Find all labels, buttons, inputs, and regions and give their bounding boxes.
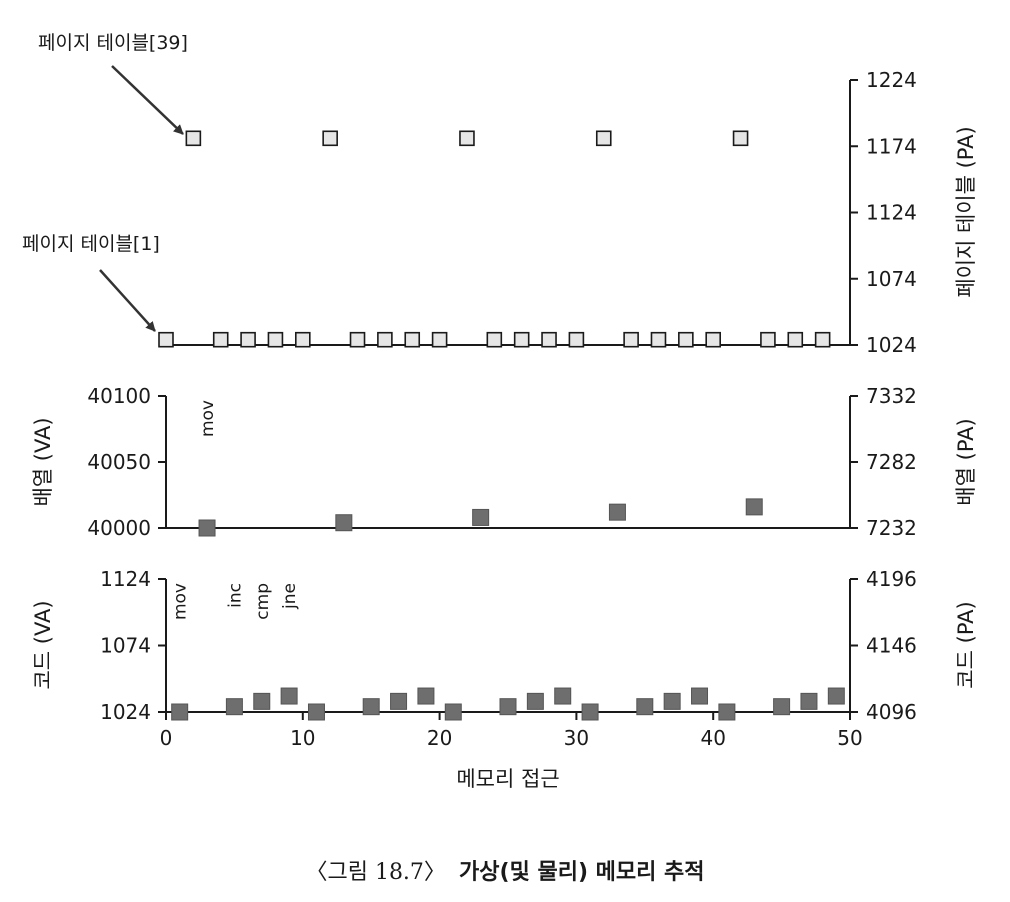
y-right-tick-label: 7282: [866, 450, 917, 474]
code-access-point: [827, 687, 845, 705]
page-table-access-point: [294, 331, 311, 348]
instruction-label: inc: [225, 583, 245, 608]
x-tick-label: 0: [160, 726, 173, 750]
page-table-access-point: [595, 130, 612, 147]
figure-caption-title: 가상(및 물리) 메모리 추적: [459, 860, 705, 885]
y-left-tick-label: 1074: [100, 634, 151, 658]
y-right-tick-label: 1124: [866, 201, 917, 225]
code-access-point: [225, 698, 243, 716]
page-table-access-point: [732, 130, 749, 147]
page-table-access-point: [623, 331, 639, 348]
code-panel: 4096 4146 4196 1024 1074 1124 0 10 20 30 40 50 mov in…: [31, 567, 978, 791]
y-right-tick-label: 7332: [866, 384, 917, 408]
page-table-access-point: [513, 331, 530, 348]
page-table-access-point: [814, 331, 831, 348]
page-table-access-point: [267, 331, 284, 348]
page-table-access-point: [240, 331, 256, 348]
code-access-point: [280, 687, 298, 705]
x-tick-label: 50: [837, 726, 862, 750]
array-left-axis-label: 배열 (VA): [31, 417, 55, 506]
page-table-access-point: [568, 331, 585, 348]
code-access-point: [417, 687, 435, 705]
y-right-tick-label: 4146: [866, 634, 917, 658]
x-tick-label: 10: [290, 726, 315, 750]
page-table-access-point: [185, 130, 202, 147]
page-table-access-point: [541, 331, 557, 348]
code-access-point: [444, 703, 462, 721]
instruction-label: jne: [280, 583, 300, 610]
page-table-access-point: [760, 331, 776, 348]
page-table-access-point: [377, 331, 393, 348]
code-access-point: [307, 703, 325, 721]
page-table-access-point: [349, 331, 366, 348]
y-right-tick-label: 1074: [866, 267, 917, 291]
y-left-tick-label: 40100: [87, 384, 151, 408]
code-left-axis-label: 코드 (VA): [31, 600, 55, 689]
code-access-point: [526, 692, 544, 710]
code-access-point: [636, 698, 654, 716]
page-table-1-annotation: 페이지 테이블[1]: [22, 233, 160, 255]
y-left-tick-label: 1024: [100, 700, 151, 724]
code-access-point: [800, 692, 818, 710]
page-table-39-arrow: [111, 65, 184, 135]
page-table-access-point: [705, 331, 722, 348]
x-axis-label: 메모리 접근: [456, 767, 559, 791]
y-left-tick-label: 40050: [87, 450, 151, 474]
code-access-point: [390, 692, 408, 710]
instruction-label: mov: [171, 583, 191, 620]
array-panel: 7232 7282 7332 40000 40050 40100 mov 배열 (VA) 배…: [31, 384, 978, 540]
array-right-axis-label: 배열 (PA): [954, 418, 978, 505]
figure-caption: 〈그림 18.7〉 가상(및 물리) 메모리 추적: [305, 860, 704, 885]
x-tick-label: 30: [564, 726, 589, 750]
y-right-tick-label: 4096: [866, 700, 917, 724]
x-tick-label: 40: [700, 726, 725, 750]
array-access-point: [745, 498, 763, 516]
page-table-access-point: [650, 331, 667, 348]
code-access-point: [718, 703, 736, 721]
code-access-point: [362, 698, 380, 716]
code-right-axis-label: 코드 (PA): [954, 601, 978, 688]
code-access-point: [663, 692, 681, 710]
code-access-point: [499, 698, 517, 716]
y-right-tick-label: 1024: [866, 333, 917, 357]
array-access-point: [335, 514, 353, 532]
code-access-point: [773, 698, 791, 716]
page-table-access-point: [212, 331, 229, 348]
figure-caption-prefix: 〈그림 18.7〉: [305, 860, 445, 885]
code-access-point: [691, 687, 709, 705]
page-table-access-point: [322, 130, 338, 147]
y-left-tick-label: 1124: [100, 567, 151, 591]
x-tick-label: 20: [427, 726, 452, 750]
page-table-panel: 1024 1074 1124 1174 1224 페이지 테이블 (PA) 페이지 테이…: [22, 32, 978, 357]
page-table-right-axis-label: 페이지 테이블 (PA): [954, 126, 978, 297]
code-access-point: [171, 703, 189, 721]
y-right-tick-label: 1174: [866, 134, 917, 158]
y-left-tick-label: 40000: [87, 516, 151, 540]
page-table-access-point: [787, 331, 804, 348]
page-table-1-arrow: [99, 269, 156, 332]
array-access-point: [608, 503, 626, 521]
page-table-access-point: [486, 331, 503, 348]
y-right-tick-label: 1224: [866, 68, 917, 92]
y-right-tick-label: 4196: [866, 567, 917, 591]
page-table-access-point: [431, 331, 448, 348]
page-table-access-point: [459, 130, 475, 147]
array-access-point: [472, 508, 490, 526]
page-table-access-point: [404, 331, 421, 348]
instruction-label: cmp: [253, 583, 273, 620]
code-access-point: [253, 692, 271, 710]
page-table-39-annotation: 페이지 테이블[39]: [38, 32, 188, 54]
y-right-tick-label: 7232: [866, 516, 917, 540]
code-access-point: [581, 703, 599, 721]
code-access-point: [554, 687, 572, 705]
array-access-point: [198, 519, 216, 537]
page-table-access-point: [158, 331, 174, 348]
page-table-access-point: [678, 331, 694, 348]
instruction-label: mov: [198, 400, 218, 437]
